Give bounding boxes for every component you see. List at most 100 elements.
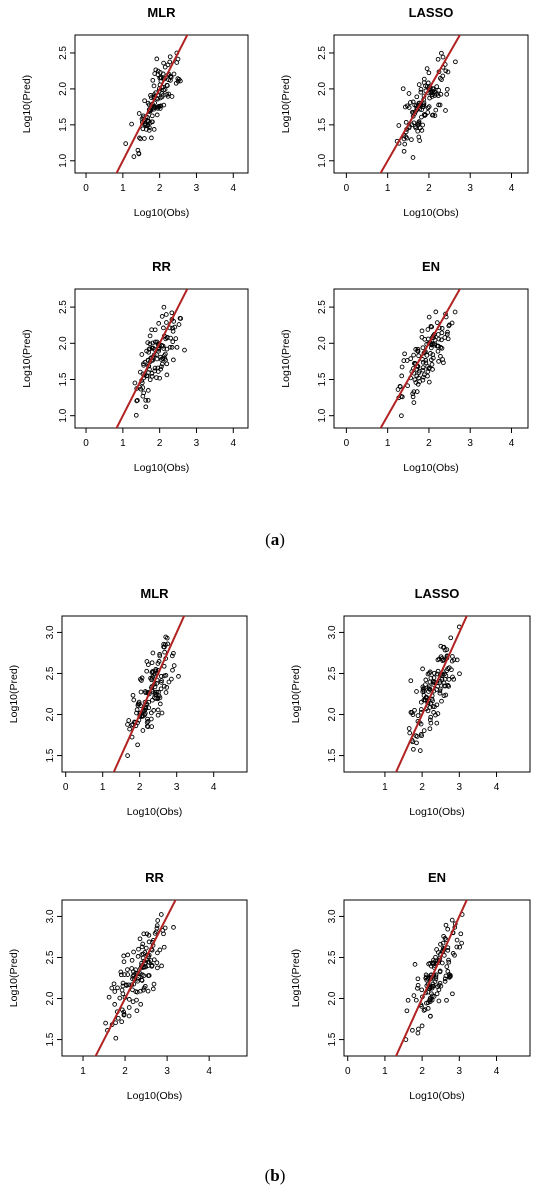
points-group [395,309,458,419]
y-axis-label: Log10(Pred) [21,75,33,133]
data-point [411,746,416,752]
chart-title: MLR [140,586,169,601]
data-point [434,671,440,677]
data-point [141,931,147,937]
data-point [443,68,449,74]
data-point [117,995,123,1001]
x-tick-label: 4 [509,438,515,449]
plot-frame [333,288,529,429]
x-tick-label: 3 [194,438,200,449]
data-point [113,1035,119,1041]
data-point [408,356,414,361]
y-axis-label: Log10(Pred) [290,665,302,723]
data-point [149,724,155,729]
data-point [436,950,441,955]
y-tick-label: 2.5 [327,950,338,964]
data-point [425,708,431,714]
data-point [412,102,418,108]
data-point [439,326,445,331]
x-tick-label: 2 [419,782,425,793]
data-point [409,137,414,142]
data-point [423,677,429,683]
y-axis-label: Log10(Pred) [8,665,20,723]
data-point [420,377,426,383]
data-point [129,121,134,127]
data-point [423,972,429,978]
data-point [404,103,410,109]
data-point [137,936,143,942]
data-point [141,973,147,979]
y-tick-label: 2.0 [317,336,328,350]
data-point [443,108,448,113]
data-point [425,1006,431,1011]
x-tick-label: 3 [194,183,200,194]
data-point [154,375,159,380]
data-point [165,83,170,88]
data-point [171,663,177,668]
chart-title: RR [152,259,171,274]
data-point [112,1002,118,1007]
data-point [148,958,154,963]
y-tick-label: 2.5 [58,300,69,314]
data-point [166,679,172,685]
data-point [149,135,154,141]
x-tick-label: 2 [157,438,163,449]
data-point [435,348,441,354]
x-tick-label: 1 [120,183,126,194]
x-axis-label: Log10(Obs) [134,207,189,219]
y-tick-label: 1.0 [317,153,328,167]
data-point [148,710,154,716]
data-point [424,66,430,71]
data-point [159,314,165,319]
data-point [421,728,427,733]
data-point [432,979,438,984]
data-point [410,394,416,400]
y-tick-label: 2.0 [58,82,69,96]
y-tick-label: 1.5 [317,372,328,386]
panel-a-en: EN 0 1 2 3 4 1.0 1.5 2.0 2.5 Log10(Obs) Log10(Pred) [280,259,529,474]
fit-line [394,616,468,772]
data-point [411,361,417,366]
data-point [149,113,155,119]
data-point [425,364,430,369]
data-point [164,685,170,690]
data-point [432,341,438,347]
data-point [415,381,421,387]
data-point [125,952,131,958]
data-point [423,360,429,366]
y-axis-label: Log10(Pred) [21,329,33,387]
data-point [428,1013,433,1019]
data-point [439,337,444,343]
data-point [152,931,158,936]
data-point [457,944,462,950]
data-point [131,697,137,703]
data-point [166,77,171,83]
data-point [177,315,183,321]
data-point [446,677,452,682]
data-point [416,353,421,359]
data-point [174,344,180,350]
data-point [434,84,440,89]
data-point [439,677,445,682]
data-point [436,343,441,349]
data-point [123,141,129,146]
data-point [449,667,454,673]
data-point [408,710,414,715]
data-point [155,695,161,701]
y-tick-label: 1.5 [58,117,69,131]
data-point [176,674,181,679]
data-point [111,981,117,987]
data-point [436,87,442,93]
x-tick-label: 2 [426,183,432,194]
data-point [140,385,146,390]
x-tick-label: 4 [494,1066,500,1077]
data-point [140,941,146,947]
data-point [428,323,434,329]
data-point [144,668,150,674]
data-point [434,720,440,726]
data-point [449,917,455,923]
data-point [149,670,155,675]
data-point [414,740,419,746]
data-point [402,141,408,147]
data-point [138,1001,144,1007]
